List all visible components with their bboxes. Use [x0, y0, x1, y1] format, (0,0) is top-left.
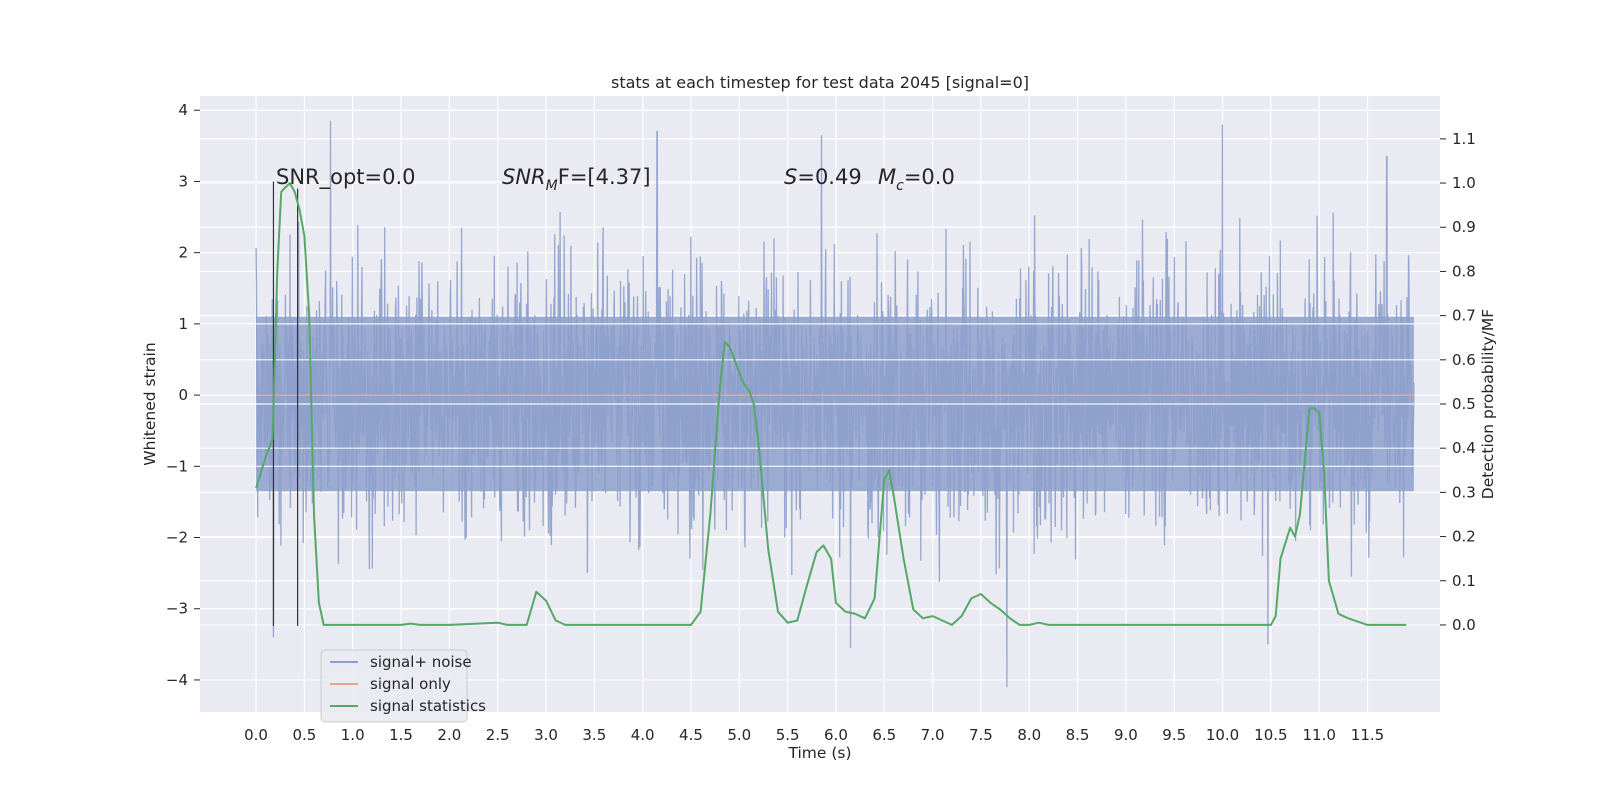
y-tick-label-right: 0.2: [1452, 528, 1476, 546]
y-tick-label-left: 2: [178, 244, 188, 262]
x-tick-label: 8.0: [1017, 726, 1041, 744]
x-tick-label: 11.0: [1302, 726, 1335, 744]
y-tick-label-right: 0.4: [1452, 439, 1476, 457]
y-tick-label-left: −4: [166, 671, 188, 689]
y-tick-label-right: 0.8: [1452, 262, 1476, 280]
x-tick-label: 0.0: [244, 726, 268, 744]
y-axis-label-right: Detection probability/MF: [1479, 309, 1497, 500]
y-tick-label-right: 0.5: [1452, 395, 1476, 413]
y-tick-label-right: 0.1: [1452, 572, 1476, 590]
y-tick-label-right: 0.7: [1452, 307, 1476, 325]
x-tick-label: 9.0: [1114, 726, 1138, 744]
x-axis-label: Time (s): [787, 744, 851, 762]
x-tick-label: 1.0: [341, 726, 365, 744]
x-tick-label: 4.0: [631, 726, 655, 744]
x-tick-label: 10.5: [1254, 726, 1287, 744]
annotation-mc: Mc=0.0: [878, 165, 955, 194]
annotation-snr-mf: SNRMF=[4.37]: [502, 165, 651, 194]
x-tick-label: 9.5: [1162, 726, 1186, 744]
legend-box: [320, 649, 468, 723]
x-tick-label: 3.0: [534, 726, 558, 744]
y-tick-label-right: 0.0: [1452, 616, 1476, 634]
y-tick-label-right: 1.1: [1452, 130, 1476, 148]
x-tick-label: 2.0: [437, 726, 461, 744]
axis-ticks: 0.0 0.5 1.0 1.5 2.0 2.5 3.0 3.5 4.0 4.5 5.0 5.5 6.0 6…: [166, 101, 1476, 744]
y-tick-label-left: 0: [178, 386, 188, 404]
y-tick-label-left: 3: [178, 172, 188, 190]
legend-label-noise: signal+ noise: [370, 653, 472, 671]
chart-title: stats at each timestep for test data 204…: [611, 73, 1029, 92]
x-tick-label: 7.0: [921, 726, 945, 744]
y-tick-label-right: 0.6: [1452, 351, 1476, 369]
x-tick-label: 0.5: [292, 726, 316, 744]
x-tick-label: 2.5: [486, 726, 510, 744]
x-tick-label: 8.5: [1066, 726, 1090, 744]
y-tick-label-left: −1: [166, 457, 188, 475]
legend-label-signal: signal only: [370, 675, 451, 693]
x-tick-label: 5.0: [727, 726, 751, 744]
annotation-snr-opt: SNR_opt=0.0: [276, 165, 416, 190]
noise-series: [255, 120, 1415, 688]
x-tick-label: 1.5: [389, 726, 413, 744]
legend: signal+ noise signal only signal statist…: [320, 649, 486, 723]
y-tick-label-left: −2: [166, 529, 188, 547]
y-tick-label-right: 1.0: [1452, 174, 1476, 192]
y-axis-label-left: Whitened strain: [141, 342, 159, 465]
x-tick-label: 10.0: [1206, 726, 1239, 744]
y-tick-label-right: 0.3: [1452, 483, 1476, 501]
statistics-series: [255, 182, 1407, 626]
x-tick-label: 6.5: [872, 726, 896, 744]
statistics-line: [255, 182, 1407, 626]
x-tick-label: 5.5: [776, 726, 800, 744]
x-tick-label: 4.5: [679, 726, 703, 744]
x-tick-label: 3.5: [582, 726, 606, 744]
y-tick-label-left: 1: [178, 315, 188, 333]
x-tick-label: 7.5: [969, 726, 993, 744]
y-tick-label-left: 4: [178, 101, 188, 119]
y-tick-label-right: 0.9: [1452, 218, 1476, 236]
x-tick-label: 11.5: [1351, 726, 1384, 744]
annotation-s: S=0.49: [784, 165, 862, 189]
y-tick-label-left: −3: [166, 600, 188, 618]
x-tick-label: 6.0: [824, 726, 848, 744]
legend-label-stats: signal statistics: [370, 697, 486, 715]
